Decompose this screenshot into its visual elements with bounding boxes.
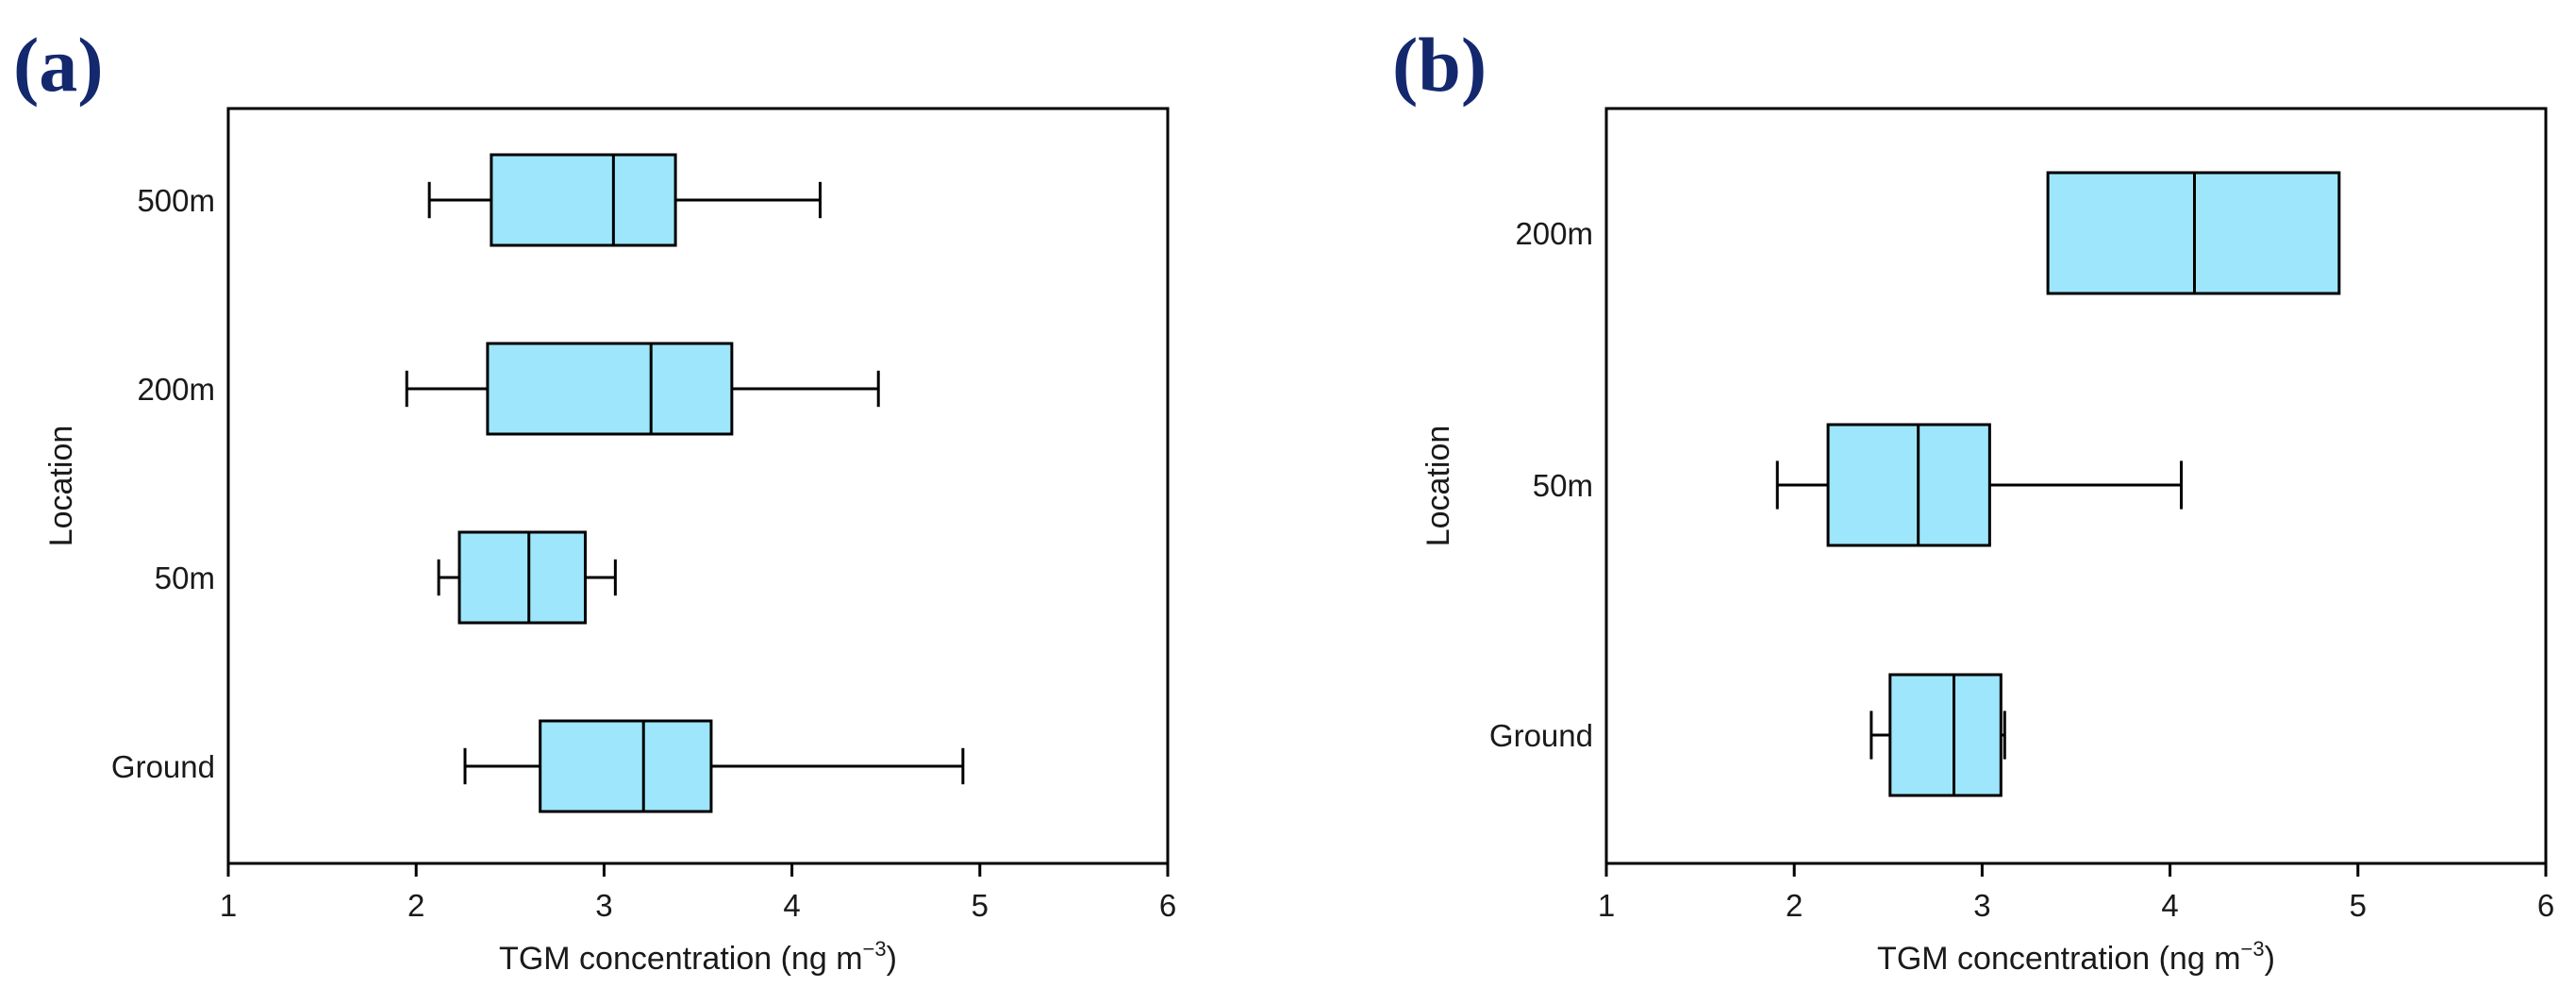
- x-tick-label: 3: [595, 888, 612, 923]
- panel-b: (b) 1 2 3 4 5 6 200m 50m Ground TGM concentrati…: [1392, 22, 2554, 977]
- y-axis-title: Location: [43, 426, 79, 547]
- y-tick-label: 500m: [137, 183, 215, 218]
- y-tick-label: Ground: [111, 749, 215, 784]
- x-tick-label: 3: [1973, 888, 1990, 923]
- x-ticks: 1 2 3 4 5 6: [1598, 863, 2554, 923]
- x-tick-label: 5: [2350, 888, 2367, 923]
- box-item: [463, 719, 965, 813]
- y-tick-label: 200m: [1515, 216, 1593, 251]
- box-series: [1775, 171, 2341, 797]
- x-tick-label: 1: [220, 888, 237, 923]
- x-tick-label: 2: [407, 888, 424, 923]
- panel-label: (b): [1392, 22, 1487, 108]
- box-item: [405, 342, 880, 436]
- x-tick-label: 2: [1786, 888, 1803, 923]
- box-iqr: [1888, 673, 2003, 797]
- x-tick-label: 6: [2537, 888, 2554, 923]
- x-tick-label: 6: [1159, 888, 1176, 923]
- x-tick-label: 5: [972, 888, 989, 923]
- box-iqr: [539, 719, 713, 813]
- box-iqr: [486, 342, 734, 436]
- box-item: [1870, 673, 2006, 797]
- plot-frame: [1604, 107, 2548, 865]
- y-axis-title: Location: [1421, 426, 1456, 547]
- y-tick-label: 50m: [155, 561, 215, 595]
- box-item: [427, 153, 822, 247]
- x-tick-label: 4: [783, 888, 800, 923]
- box-iqr: [1826, 423, 1991, 547]
- x-axis-title: TGM concentration (ng m−3): [499, 937, 897, 977]
- x-axis-title: TGM concentration (ng m−3): [1877, 937, 2275, 977]
- y-tick-label: Ground: [1489, 718, 1593, 753]
- y-tick-label: 200m: [137, 372, 215, 407]
- box-iqr: [457, 530, 587, 625]
- x-tick-label: 1: [1598, 888, 1615, 923]
- y-tick-label: 50m: [1533, 468, 1593, 503]
- y-tick-labels: 200m 50m Ground: [1489, 216, 1593, 753]
- panel-a: (a) 1 2 3 4 5 6 500m 200m 50m Ground TGM concent…: [13, 22, 1176, 977]
- box-item: [1775, 423, 2184, 547]
- x-ticks: 1 2 3 4 5 6: [220, 863, 1176, 923]
- box-item: [437, 530, 617, 625]
- box-iqr: [490, 153, 677, 247]
- panel-label: (a): [13, 22, 104, 108]
- plot-frame: [226, 107, 1170, 865]
- box-series: [405, 153, 965, 813]
- x-tick-label: 4: [2161, 888, 2178, 923]
- y-tick-labels: 500m 200m 50m Ground: [111, 183, 215, 784]
- box-item: [2046, 171, 2341, 295]
